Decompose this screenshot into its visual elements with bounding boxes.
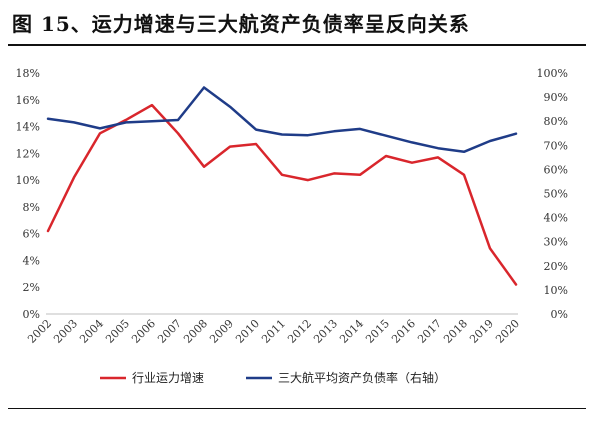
series-lines (46, 86, 518, 286)
right-tick-label: 80% (544, 115, 568, 128)
left-tick-label: 18% (16, 67, 40, 80)
left-tick-label: 16% (16, 94, 40, 107)
right-tick-label: 50% (544, 188, 568, 201)
x-tick-label: 2009 (207, 317, 236, 346)
right-tick-label: 30% (544, 236, 568, 249)
x-tick-label: 2013 (311, 317, 340, 346)
x-tick-label: 2005 (103, 317, 132, 346)
right-tick-label: 20% (544, 260, 568, 273)
left-tick-label: 10% (16, 174, 40, 187)
x-tick-label: 2003 (51, 317, 80, 346)
x-tick-label: 2015 (363, 317, 392, 346)
series-line-capacity-growth (46, 103, 518, 286)
right-tick-label: 10% (544, 284, 568, 297)
right-tick-label: 40% (544, 212, 568, 225)
x-tick-label: 2012 (285, 317, 314, 346)
x-tick-label: 2002 (25, 317, 54, 346)
x-tick-label: 2011 (259, 317, 288, 346)
x-tick-label: 2019 (467, 317, 496, 346)
bottom-rule (8, 408, 586, 409)
figure-title: 图 15、运力增速与三大航资产负债率呈反向关系 (12, 12, 470, 36)
left-axis-ticks: 0% 2% 4% 6% 8% 10% 12% 14% 16% 18% (16, 67, 40, 321)
x-tick-label: 2008 (181, 317, 210, 346)
series-line-debt-ratio (46, 86, 518, 154)
x-tick-label: 2017 (415, 317, 444, 346)
x-axis-ticks: 2002200320042005200620072008200920102011… (25, 317, 522, 346)
right-tick-label: 60% (544, 163, 568, 176)
left-tick-label: 2% (23, 281, 40, 294)
x-tick-label: 2018 (441, 317, 470, 346)
left-tick-label: 4% (23, 254, 40, 267)
right-tick-label: 90% (544, 91, 568, 104)
left-tick-label: 6% (23, 228, 40, 241)
x-tick-label: 2006 (129, 317, 158, 346)
chart-legend: 行业运力增速 三大航平均资产负债率（右轴） (100, 370, 446, 385)
x-tick-label: 2014 (337, 317, 366, 346)
right-tick-label: 70% (544, 139, 568, 152)
left-tick-label: 14% (16, 121, 40, 134)
line-chart: 0% 2% 4% 6% 8% 10% 12% 14% 16% 18% 0% 10% 20% 30% 40%… (16, 67, 568, 385)
x-tick-label: 2020 (493, 317, 522, 346)
left-tick-label: 12% (16, 147, 40, 160)
title-rule (8, 44, 586, 46)
left-tick-label: 8% (23, 201, 40, 214)
x-tick-label: 2004 (77, 317, 106, 346)
left-tick-label: 0% (23, 308, 40, 321)
right-tick-label: 0% (551, 308, 568, 321)
x-tick-label: 2010 (233, 317, 262, 346)
x-tick-label: 2016 (389, 317, 418, 346)
legend-label-capacity-growth: 行业运力增速 (132, 371, 204, 385)
right-axis-ticks: 0% 10% 20% 30% 40% 50% 60% 70% 80% 90% 100% (537, 67, 568, 321)
x-tick-label: 2007 (155, 317, 184, 346)
legend-label-debt-ratio: 三大航平均资产负债率（右轴） (278, 370, 446, 385)
right-tick-label: 100% (537, 67, 568, 80)
